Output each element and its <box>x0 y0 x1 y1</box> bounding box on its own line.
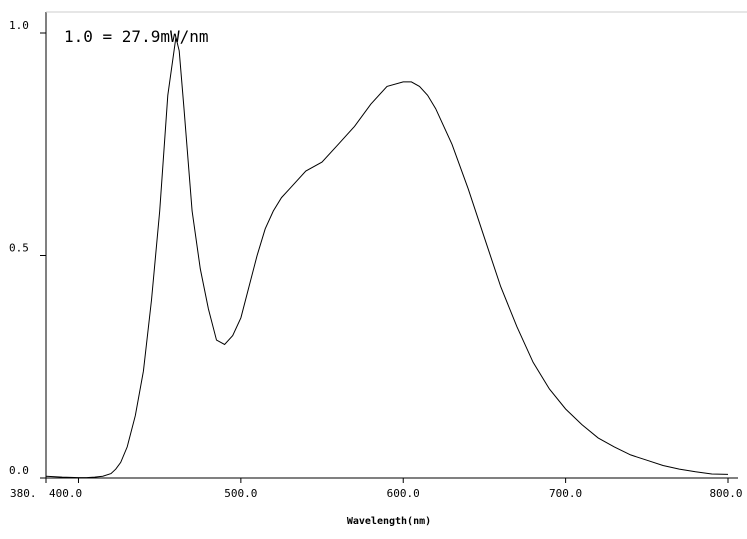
scale-annotation: 1.0 = 27.9mW/nm <box>64 27 209 46</box>
x-tick-label: 600.0 <box>387 487 420 500</box>
x-tick-label: 700.0 <box>549 487 582 500</box>
spectrum-series-line <box>45 37 729 479</box>
tick-marks <box>40 32 729 483</box>
y-tick-label: 0.5 <box>9 242 29 255</box>
y-tick-label: 0.0 <box>9 464 29 477</box>
y-tick-label: 1.0 <box>9 19 29 32</box>
tick-labels: 0.0 0.5 1.0 380. 400.0 500.0 600.0 700.0 800.0 <box>9 19 743 500</box>
x-tick-label: 800.0 <box>709 487 742 500</box>
x-tick-label: 500.0 <box>224 487 257 500</box>
x-axis-title: Wavelength(nm) <box>347 516 431 527</box>
x-tick-label: 400.0 <box>49 487 82 500</box>
axes <box>45 11 747 479</box>
x-tick-label: 380. <box>10 487 37 500</box>
